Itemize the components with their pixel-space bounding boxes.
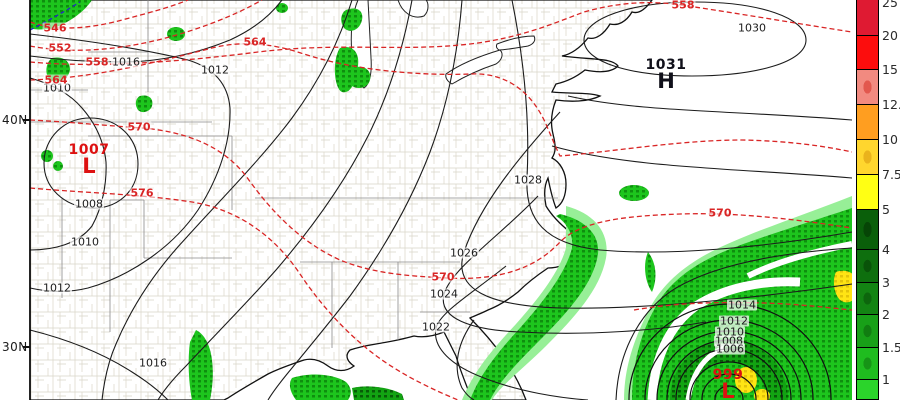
isobar-label: 1026 [449,246,479,260]
thickness-label: 570 [707,206,733,220]
legend-color-segment [857,140,878,175]
legend-value-label: 25 [882,0,898,10]
isobar-label: 1010 [70,235,100,249]
isobar-label: 1012 [719,314,749,328]
isobar-label: 1016 [138,356,168,370]
legend-color-segment [857,105,878,140]
legend-color-segment [857,0,878,36]
isobar-label: 1006 [715,342,745,356]
high-pressure-center: 1031 H [645,56,687,93]
pressure-center-symbol: L [721,378,735,400]
isobar-label: 1028 [513,173,543,187]
legend-color-segment [857,210,878,250]
latitude-tick-mark [23,119,30,121]
isobar-label: 1008 [74,197,104,211]
thickness-label: 564 [242,35,268,49]
thickness-label: 576 [129,186,155,200]
thickness-contours [29,0,853,400]
pressure-center-value: 1031 [645,56,687,73]
isobar-label: 1016 [111,55,141,69]
thickness-label: 558 [84,55,110,69]
legend-color-segment [857,380,878,400]
legend-value-label: 3 [882,274,890,290]
state-borders [30,0,558,348]
isobar-label: 1010 [715,325,745,339]
thickness-label: 570 [126,120,152,134]
thickness-label: 570 [430,270,456,284]
isobar-label: 1024 [429,287,459,301]
legend-color-segment [857,36,878,70]
thickness-label: 564 [43,73,69,87]
isobar-label: 1008 [714,334,744,348]
legend-color-segment [857,315,878,348]
latitude-label: 30N [2,340,28,354]
low-pressure-center: 999 L [712,366,744,400]
pressure-center-value: 1007 [68,141,110,158]
pressure-center-symbol: H [657,68,675,93]
legend-color-segment [857,175,878,210]
precip-legend: 25 20 15 12.5 10 7.5 5 4 3 2 1.5 1 [852,0,900,400]
legend-color-segment [857,283,878,315]
legend-color-bar [856,0,879,400]
legend-color-segment [857,70,878,105]
pressure-center-value: 999 [712,366,744,383]
isobar-label: 1010 [42,81,72,95]
legend-value-label: 1 [882,371,890,387]
legend-value-label: 5 [882,201,890,217]
latitude-label: 40N [2,113,28,127]
isobar-label: 1012 [42,281,72,295]
isobars [29,0,853,400]
thickness-label: 558 [670,0,696,12]
isobar-label: 1014 [727,298,757,312]
isobar-label: 1030 [737,21,767,35]
isobar-label: 1012 [200,63,230,77]
legend-value-label: 7.5 [882,166,900,182]
thickness-label: 546 [42,21,68,35]
legend-value-label: 10 [882,131,898,147]
legend-value-label: 2 [882,306,890,322]
legend-value-label: 1.5 [882,339,900,355]
isobar-label: 1022 [421,320,451,334]
pressure-center-symbol: L [82,153,96,178]
legend-value-label: 15 [882,61,898,77]
legend-value-label: 20 [882,27,898,43]
legend-value-label: 4 [882,241,890,257]
thickness-label: 552 [47,41,73,55]
latitude-tick-mark [23,346,30,348]
thickness-contour-blue [29,1,81,31]
legend-color-segment [857,348,878,380]
legend-color-segment [857,250,878,283]
legend-value-label: 12.5 [882,96,900,112]
low-pressure-center: 1007 L [68,141,110,178]
